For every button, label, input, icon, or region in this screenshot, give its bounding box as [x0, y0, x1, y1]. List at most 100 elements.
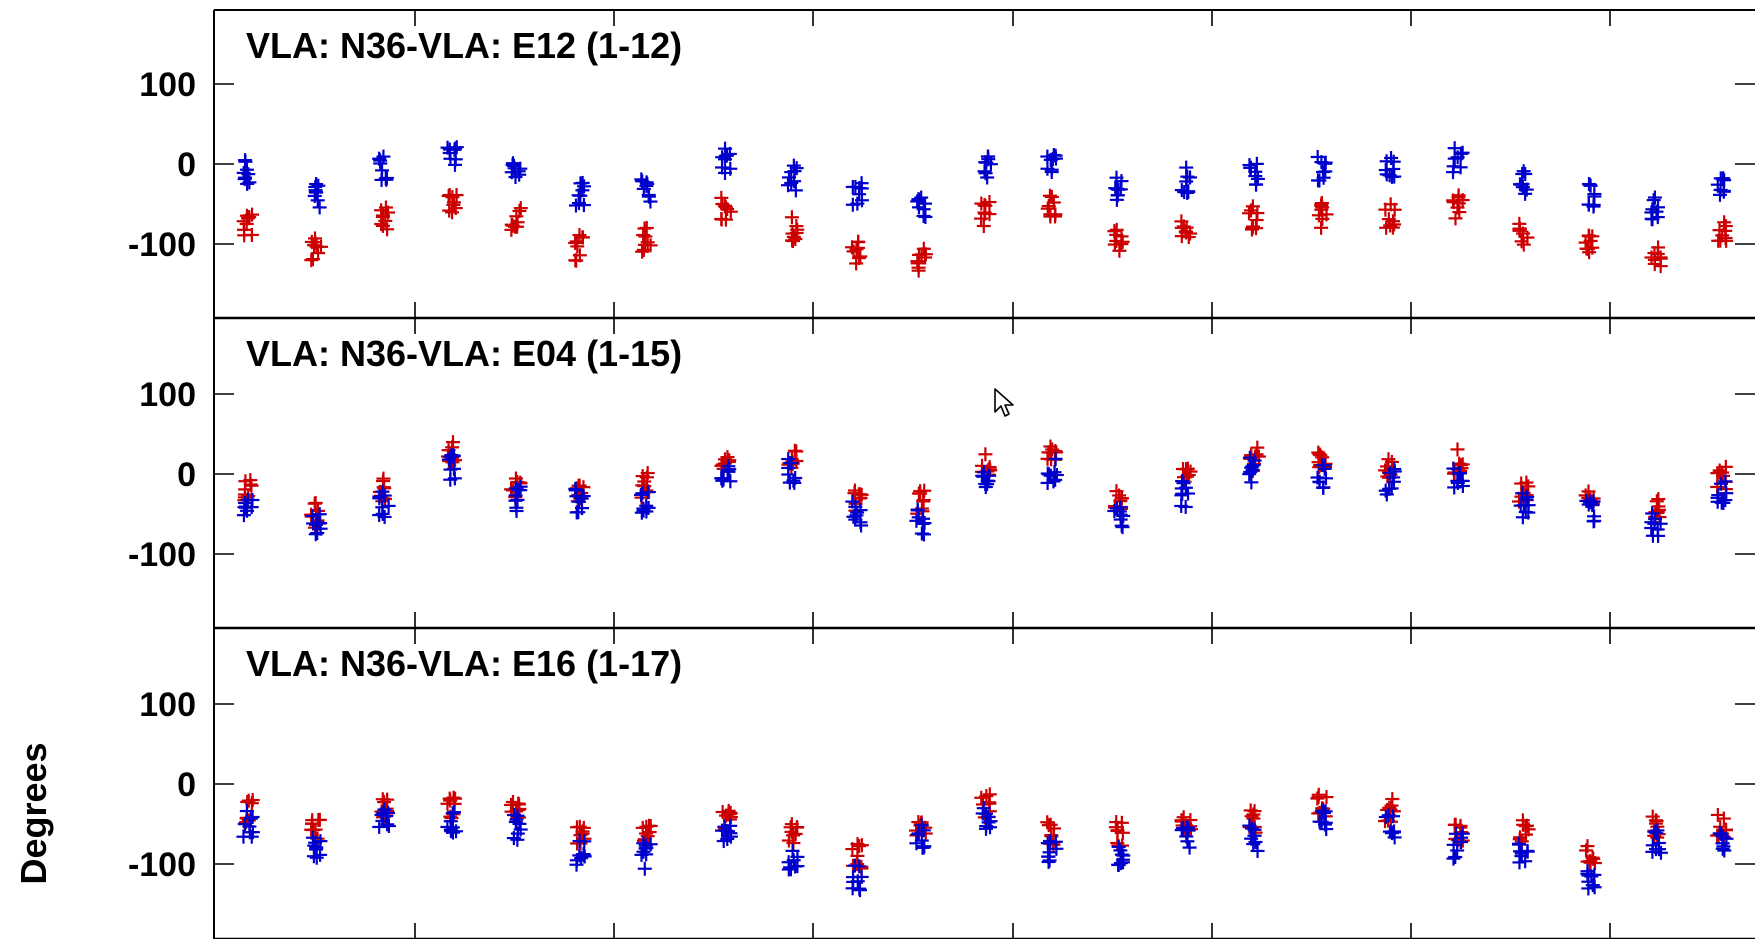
data-point — [1174, 474, 1196, 514]
data-point — [1040, 439, 1064, 467]
data-point — [1712, 826, 1734, 858]
data-point — [236, 153, 257, 191]
data-point — [910, 241, 933, 278]
data-point — [1378, 808, 1402, 845]
data-point — [714, 190, 738, 227]
data-point — [568, 175, 592, 213]
y-tick-label: 100 — [139, 66, 196, 104]
data-point — [781, 843, 805, 877]
data-point — [1378, 197, 1402, 235]
mouse-pointer-icon — [994, 388, 1014, 417]
data-point — [1710, 171, 1732, 202]
data-point — [440, 805, 464, 840]
data-point — [634, 172, 658, 209]
data-point — [504, 795, 527, 825]
data-point — [568, 481, 591, 520]
data-point — [909, 818, 932, 855]
data-point — [1581, 177, 1602, 214]
data-point — [569, 819, 592, 851]
data-point — [781, 452, 803, 490]
data-point — [307, 177, 327, 215]
data-point — [1311, 196, 1334, 235]
data-point — [784, 210, 805, 249]
data-point — [634, 485, 656, 520]
data-point — [1242, 199, 1265, 237]
data-point — [1578, 228, 1600, 260]
panel-1: 100 0 -100 VLA: N36-VLA: E12 (1-12) — [128, 9, 1755, 320]
data-point — [634, 836, 658, 876]
data-point — [508, 479, 528, 518]
data-point — [236, 207, 260, 243]
data-point — [1710, 474, 1734, 510]
data-point — [1644, 240, 1668, 274]
data-point — [1107, 222, 1130, 258]
data-point — [1312, 803, 1334, 837]
data-point — [1644, 190, 1666, 227]
data-point — [441, 448, 462, 487]
y-tick-label: 0 — [177, 766, 196, 804]
data-point — [1310, 458, 1333, 495]
y-tick-label: 100 — [139, 686, 196, 724]
panel-3: 100 0 -100 VLA: N36-VLA: E16 (1-17) Degrees — [13, 628, 1755, 939]
data-point — [1242, 450, 1262, 490]
data-point — [1242, 818, 1265, 858]
data-point — [1645, 823, 1668, 860]
data-point — [1446, 461, 1470, 495]
data-point — [910, 483, 932, 521]
data-point — [372, 802, 396, 834]
data-point — [977, 149, 998, 185]
panel-2: 100 0 -100 VLA: N36-VLA: E04 (1-15) — [128, 318, 1755, 630]
data-point — [975, 465, 997, 495]
data-point — [1378, 150, 1402, 184]
data-point — [1512, 216, 1535, 252]
data-point — [304, 231, 328, 268]
data-point — [1174, 214, 1198, 245]
data-point — [715, 141, 738, 180]
data-point — [1644, 506, 1668, 543]
data-point — [1174, 160, 1198, 200]
data-point — [975, 801, 998, 836]
data-point — [569, 834, 592, 872]
data-point — [1310, 149, 1333, 188]
data-point — [845, 234, 868, 271]
data-point — [305, 830, 328, 865]
panels: 100 0 -100 VLA: N36-VLA: E12 (1-12) 100 0 -100… — [13, 9, 1755, 939]
data-point — [1040, 451, 1064, 490]
data-point — [1446, 826, 1470, 866]
data-point — [1040, 188, 1063, 224]
data-point — [1040, 147, 1063, 180]
data-point — [1512, 813, 1536, 849]
data-point — [440, 140, 464, 172]
data-point — [1111, 839, 1131, 872]
data-point — [305, 507, 328, 542]
data-point — [1108, 170, 1129, 207]
data-point — [504, 201, 528, 237]
data-point — [845, 494, 869, 533]
y-tick-label: -100 — [128, 226, 196, 264]
series-2 — [236, 140, 1732, 227]
data-point — [909, 502, 932, 542]
y-axis-label: Degrees — [13, 742, 54, 884]
data-point — [1711, 215, 1734, 248]
series-2 — [236, 448, 1734, 543]
data-point — [845, 837, 869, 876]
data-point — [974, 195, 997, 234]
data-point — [1446, 141, 1470, 180]
data-point — [504, 156, 528, 185]
y-tick-label: -100 — [128, 846, 196, 884]
data-point — [1579, 493, 1602, 529]
data-point — [372, 484, 396, 524]
panel-title: VLA: N36-VLA: E04 (1-15) — [246, 333, 682, 374]
data-point — [1512, 836, 1535, 870]
data-point — [1174, 820, 1197, 855]
data-point — [1579, 839, 1602, 871]
data-point — [506, 808, 528, 847]
data-point — [1378, 462, 1402, 502]
series-1 — [236, 187, 1734, 278]
data-point — [1107, 500, 1131, 535]
data-point — [441, 187, 464, 220]
y-tick-label: 0 — [177, 456, 196, 494]
y-tick-label: 100 — [139, 376, 196, 414]
data-point — [374, 200, 396, 237]
